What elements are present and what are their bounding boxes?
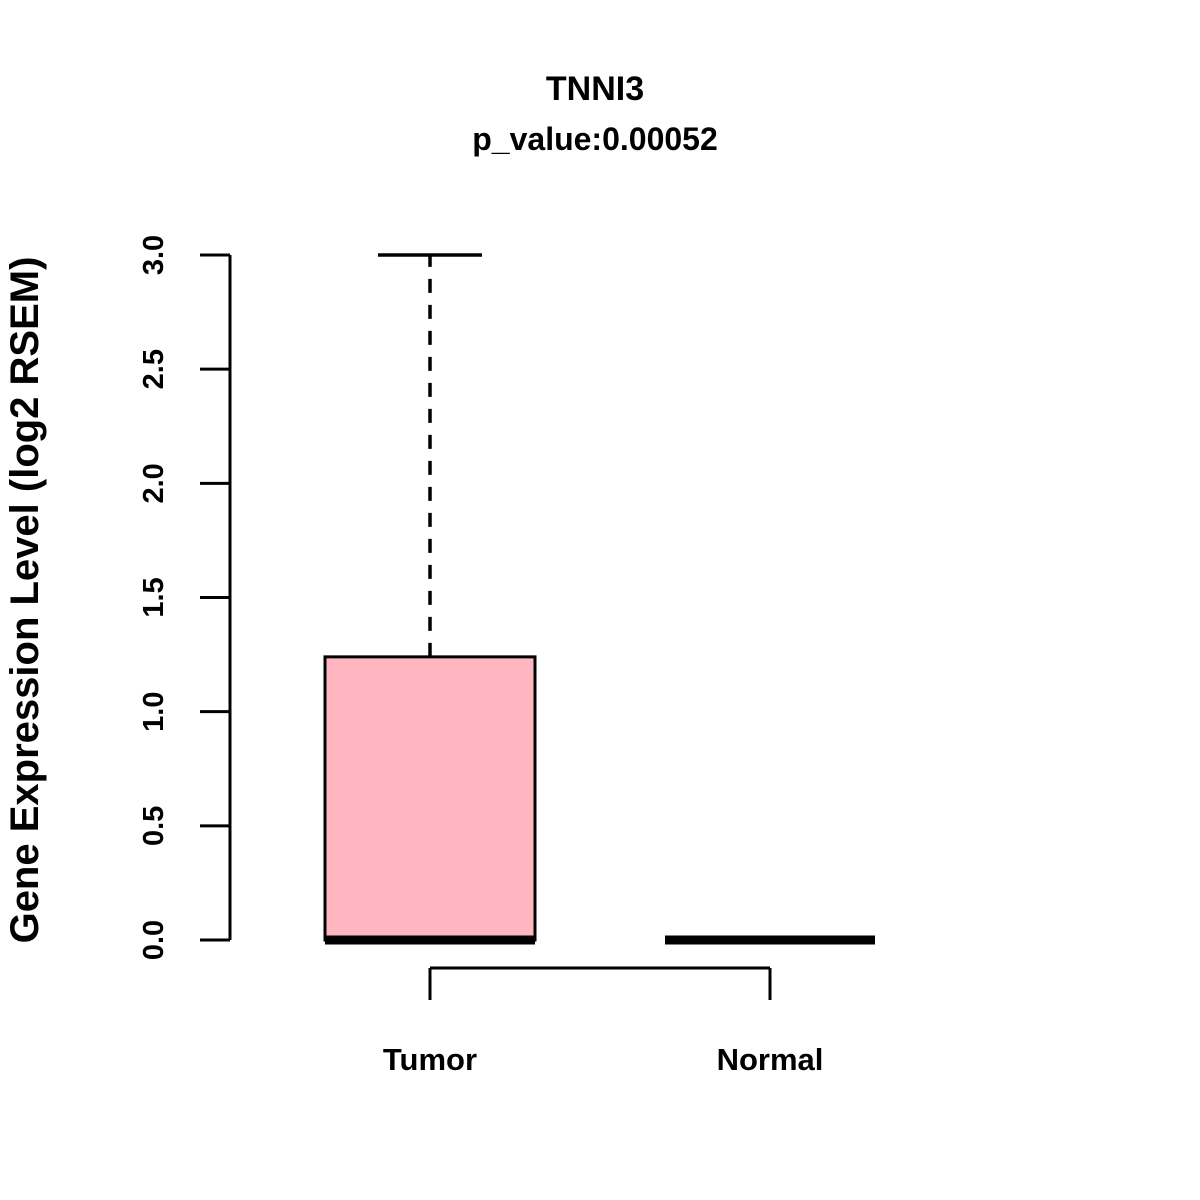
chart-title: TNNI3 [546,70,644,108]
chart-subtitle: p_value:0.00052 [472,121,718,157]
axes-group: 0.0 0.5 1.0 1.5 2.0 2.5 3.0 [138,235,772,1000]
y-tick-label: 2.0 [138,463,170,503]
y-tick-label: 1.0 [138,692,170,732]
x-tick-label-tumor: Tumor [383,1042,477,1077]
box-tumor [323,655,537,942]
boxes-group [323,253,875,945]
y-tick-label: 0.5 [138,806,170,846]
y-tick-label: 2.5 [138,349,170,389]
y-tick-label: 1.5 [138,577,170,617]
y-tick-label: 3.0 [138,235,170,275]
x-tick-label-normal: Normal [717,1042,824,1077]
y-axis-label: Gene Expression Level (log2 RSEM) [3,257,47,944]
y-tick-label: 0.0 [138,920,170,960]
